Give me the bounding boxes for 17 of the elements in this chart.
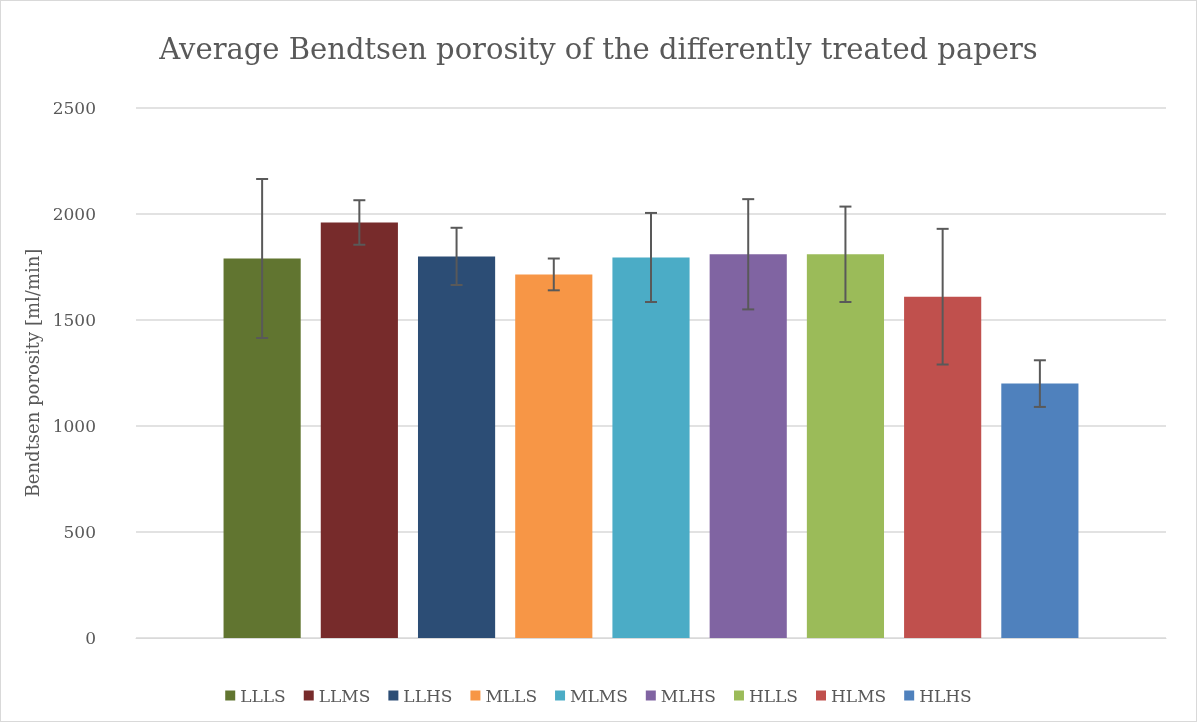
legend-label: MLMS [570, 685, 628, 706]
chart-title: Average Bendtsen porosity of the differently treated papers [158, 31, 1038, 66]
y-axis-title: Bendtsen porosity [ml/min] [22, 248, 44, 498]
legend-label: LLMS [318, 685, 371, 706]
legend-label: HLHS [919, 685, 972, 706]
y-tick-label: 2500 [52, 98, 96, 118]
legend-label: LLHS [403, 685, 453, 706]
y-tick-label: 1500 [52, 310, 96, 330]
y-tick-label: 2000 [52, 204, 96, 224]
y-tick-label: 1000 [52, 416, 96, 436]
y-tick-label: 0 [85, 628, 96, 648]
legend-label: LLLS [240, 685, 286, 706]
legend-label: HLLS [748, 685, 799, 706]
legend-label: HLMS [831, 685, 887, 706]
y-tick-label: 500 [63, 522, 96, 542]
legend-label: MLHS [660, 685, 716, 706]
legend-label: MLLS [485, 685, 538, 706]
